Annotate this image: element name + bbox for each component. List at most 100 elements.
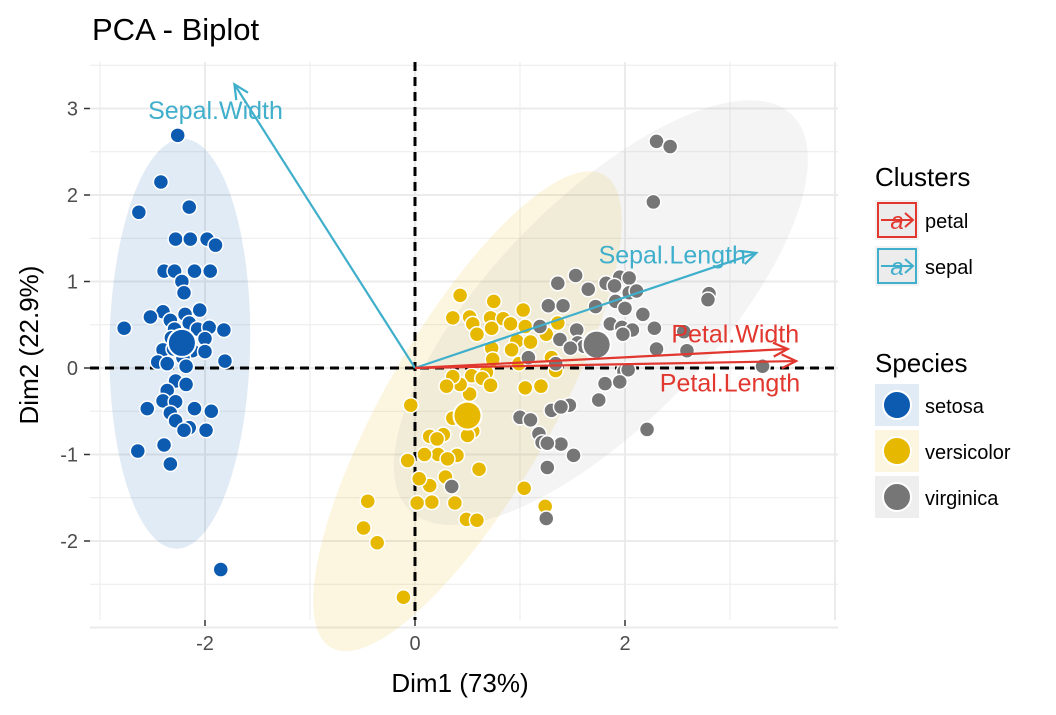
- legend-cluster-label: sepal: [925, 257, 973, 279]
- legend-species-title: Species: [875, 348, 968, 378]
- point-versicolor: [515, 479, 533, 497]
- point-virginica: [634, 306, 652, 323]
- point-virginica: [551, 331, 569, 348]
- points: [115, 127, 771, 606]
- point-virginica: [648, 133, 665, 150]
- point-setosa: [162, 455, 179, 473]
- series-versicolor: [355, 287, 567, 606]
- point-virginica: [539, 435, 556, 452]
- point-setosa: [197, 422, 215, 439]
- point-setosa: [158, 355, 176, 372]
- arrow-Sepal.Width: [233, 83, 416, 369]
- point-versicolor: [517, 379, 534, 397]
- point-virginica: [522, 411, 539, 429]
- point-virginica: [549, 274, 567, 292]
- point-virginica: [616, 300, 634, 317]
- plot-panel: -2 -1 0 1 2 3 -2 0 2 Sepal.Width Sepal.Length Petal…: [60, 62, 838, 656]
- legend-cluster-glyph: a: [890, 208, 903, 235]
- point-setosa: [202, 262, 219, 280]
- point-virginica: [552, 398, 570, 416]
- legend-species-label: virginica: [925, 488, 999, 510]
- point-versicolor: [428, 430, 446, 448]
- point-versicolor: [468, 511, 486, 529]
- y-tick-label: 0: [67, 358, 78, 380]
- variable-arrows: Sepal.Width Sepal.Length Petal.Width Petal.…: [148, 82, 800, 398]
- axes: -2 -1 0 1 2 3 -2 0 2: [60, 99, 630, 656]
- legend-species-label: setosa: [925, 396, 985, 418]
- point-virginica: [611, 373, 628, 391]
- legend-species: Species setosa versicolor virginica: [875, 348, 1011, 518]
- y-tick-label: -2: [60, 531, 78, 553]
- legend-species-key: [882, 482, 912, 512]
- chart-title: PCA - Biplot: [92, 12, 260, 47]
- point-virginica: [648, 340, 665, 358]
- point-setosa: [215, 321, 233, 339]
- legend-cluster-arrowhead: [904, 212, 915, 228]
- point-setosa: [142, 308, 159, 326]
- point-versicolor: [402, 396, 420, 414]
- centroid-versicolor: [452, 400, 483, 431]
- legend-cluster-glyph: a: [890, 254, 903, 281]
- point-setosa: [139, 400, 156, 417]
- point-setosa: [130, 204, 148, 221]
- point-virginica: [554, 297, 572, 314]
- x-axis-label: Dim1 (73%): [391, 668, 528, 698]
- point-versicolor: [483, 319, 500, 337]
- y-tick-label: 2: [67, 185, 78, 207]
- arrowhead-Sepal.Length: [740, 249, 759, 265]
- point-versicolor: [355, 519, 372, 537]
- point-versicolor: [514, 301, 532, 319]
- point-virginica: [614, 326, 632, 343]
- point-setosa: [212, 561, 229, 578]
- point-versicolor: [446, 494, 464, 512]
- point-setosa: [152, 173, 170, 191]
- point-setosa: [182, 230, 199, 248]
- point-virginica: [675, 323, 693, 340]
- legend-species-key: [882, 436, 912, 466]
- point-versicolor: [522, 333, 539, 351]
- point-versicolor: [482, 377, 499, 394]
- point-setosa: [177, 376, 195, 393]
- point-setosa: [207, 236, 224, 254]
- point-virginica: [540, 297, 557, 314]
- point-virginica: [606, 277, 623, 295]
- legend-species-label: versicolor: [925, 442, 1011, 464]
- arrowhead-Petal.Length: [781, 353, 799, 370]
- point-virginica: [646, 319, 663, 337]
- point-virginica: [552, 435, 570, 453]
- point-setosa: [175, 284, 193, 301]
- point-virginica: [590, 391, 607, 409]
- point-virginica: [596, 375, 614, 392]
- arrow-Petal.Width: [414, 347, 788, 370]
- point-setosa: [181, 198, 198, 216]
- arrow-Sepal.Length: [414, 251, 757, 370]
- point-setosa: [196, 343, 214, 360]
- x-tick-label: 2: [619, 633, 630, 655]
- arrow-Petal.Length: [414, 359, 797, 370]
- arrowhead-Petal.Width: [772, 341, 791, 358]
- point-versicolor: [468, 326, 486, 343]
- arrow-label-Sepal.Width: Sepal.Width: [148, 97, 283, 125]
- point-setosa: [115, 319, 133, 337]
- point-virginica: [661, 138, 679, 155]
- point-virginica: [443, 478, 460, 495]
- point-versicolor: [416, 446, 433, 463]
- point-versicolor: [438, 377, 455, 395]
- point-setosa: [203, 403, 220, 420]
- point-setosa: [175, 422, 193, 439]
- point-virginica: [580, 281, 597, 298]
- point-setosa: [191, 301, 208, 319]
- point-virginica: [645, 193, 662, 211]
- legend-cluster-arrowhead: [904, 258, 915, 274]
- point-setosa: [177, 358, 195, 375]
- point-versicolor: [532, 377, 550, 395]
- centroid-setosa: [166, 327, 197, 358]
- point-versicolor: [395, 588, 412, 606]
- point-versicolor: [359, 492, 376, 510]
- point-versicolor: [423, 493, 441, 511]
- series-setosa: [115, 127, 234, 578]
- point-setosa: [167, 230, 184, 248]
